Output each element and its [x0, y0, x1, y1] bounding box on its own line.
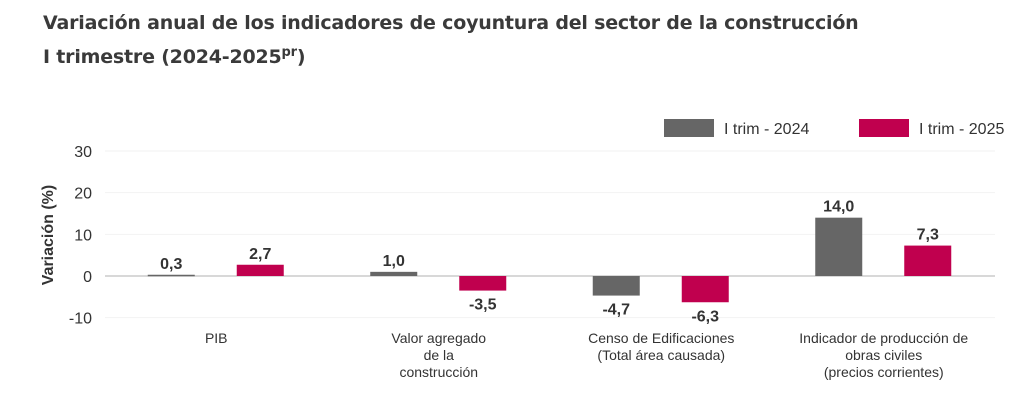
- title-line: Variación anual de los indicadores de co…: [43, 12, 859, 34]
- y-tick-label: 0: [83, 269, 92, 286]
- bar: [370, 271, 418, 276]
- bar: [236, 264, 284, 276]
- x-tick-label: Valor agregado: [391, 330, 486, 346]
- data-label: -4,7: [602, 302, 630, 319]
- data-label: 2,7: [249, 246, 271, 263]
- subtitle-line: I trimestre (2024-2025pr): [43, 38, 859, 72]
- bar: [592, 276, 640, 296]
- x-tick-label: PIB: [205, 330, 228, 346]
- x-tick-label: Censo de Edificaciones: [588, 330, 734, 346]
- subtitle-sup: pr: [281, 45, 298, 60]
- data-label: 14,0: [823, 199, 854, 216]
- data-label: -6,3: [691, 308, 719, 325]
- legend-swatch: [859, 119, 909, 137]
- data-label: 0,3: [160, 256, 182, 273]
- data-label: -3,5: [469, 297, 497, 314]
- data-label: 7,3: [917, 227, 939, 244]
- x-tick-label: construcción: [399, 364, 478, 380]
- y-tick-label: 10: [74, 227, 92, 244]
- bar: [815, 217, 863, 276]
- subtitle-end: ): [296, 46, 306, 68]
- bar: [459, 276, 507, 291]
- y-tick-label: -10: [69, 311, 92, 328]
- y-axis-label: Variación (%): [40, 185, 57, 285]
- legend-label: I trim - 2024: [724, 121, 809, 138]
- bar: [904, 245, 952, 276]
- bar: [681, 276, 729, 303]
- y-tick-label: 20: [74, 186, 92, 203]
- chart-title: Variación anual de los indicadores de co…: [43, 8, 859, 72]
- x-tick-label: (Total área causada): [597, 347, 725, 363]
- legend-swatch: [664, 119, 714, 137]
- x-tick-label: de la: [424, 347, 455, 363]
- legend-label: I trim - 2025: [919, 121, 1004, 138]
- bar: [147, 274, 195, 277]
- y-tick-label: 30: [74, 144, 92, 161]
- data-label: 1,0: [383, 253, 405, 270]
- x-tick-label: obras civiles: [845, 347, 922, 363]
- x-tick-label: Indicador de producción de: [799, 330, 968, 346]
- subtitle-text: I trimestre (2024-2025: [43, 46, 282, 68]
- x-tick-label: (precios corrientes): [824, 364, 944, 380]
